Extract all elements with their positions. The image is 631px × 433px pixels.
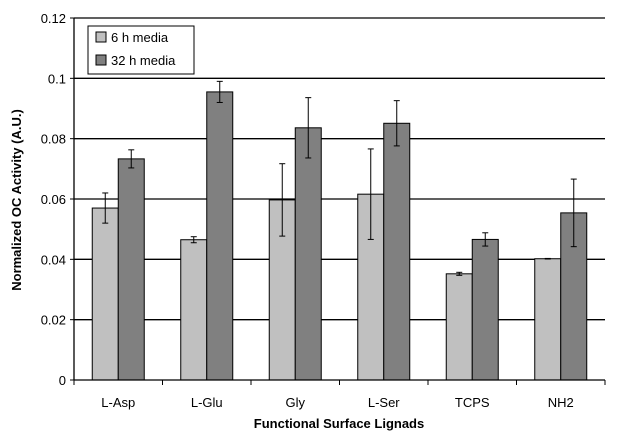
x-tick-label: TCPS bbox=[455, 395, 490, 410]
error-bars bbox=[102, 80, 577, 276]
legend-swatch-6h bbox=[95, 31, 107, 43]
legend-label-6h: 6 h media bbox=[111, 30, 169, 45]
bar bbox=[206, 91, 234, 381]
y-axis-title: Normalized OC Activity (A.U.) bbox=[9, 109, 24, 291]
bar bbox=[534, 258, 562, 381]
legend-label-32h: 32 h media bbox=[111, 53, 176, 68]
y-tick-label: 0.02 bbox=[41, 313, 66, 328]
bar bbox=[445, 273, 473, 381]
bars bbox=[91, 91, 588, 381]
y-tick-label: 0.04 bbox=[41, 252, 66, 267]
x-tick-label: L-Ser bbox=[368, 395, 400, 410]
legend: 6 h media 32 h media bbox=[87, 25, 195, 75]
x-tick-label: NH2 bbox=[548, 395, 574, 410]
x-tick-label: L-Glu bbox=[191, 395, 223, 410]
bar bbox=[383, 122, 411, 381]
x-axis-title: Functional Surface Lignads bbox=[254, 416, 424, 431]
x-tick-label: Gly bbox=[286, 395, 306, 410]
bar bbox=[471, 238, 499, 381]
y-tick-labels: 0 0.02 0.04 0.06 0.08 0.1 0.12 bbox=[41, 11, 74, 388]
bar bbox=[294, 127, 322, 381]
y-tick-label: 0.06 bbox=[41, 192, 66, 207]
y-tick-label: 0.1 bbox=[48, 71, 66, 86]
bar bbox=[180, 239, 208, 381]
gridlines bbox=[74, 17, 605, 321]
y-tick-label: 0.12 bbox=[41, 11, 66, 26]
y-tick-label: 0 bbox=[59, 373, 66, 388]
bar bbox=[91, 207, 119, 381]
bar bbox=[117, 158, 145, 381]
legend-swatch-32h bbox=[95, 54, 107, 66]
x-tick-labels: L-Asp L-Glu Gly L-Ser TCPS NH2 bbox=[73, 380, 606, 410]
x-tick-label: L-Asp bbox=[101, 395, 135, 410]
y-tick-label: 0.08 bbox=[41, 132, 66, 147]
